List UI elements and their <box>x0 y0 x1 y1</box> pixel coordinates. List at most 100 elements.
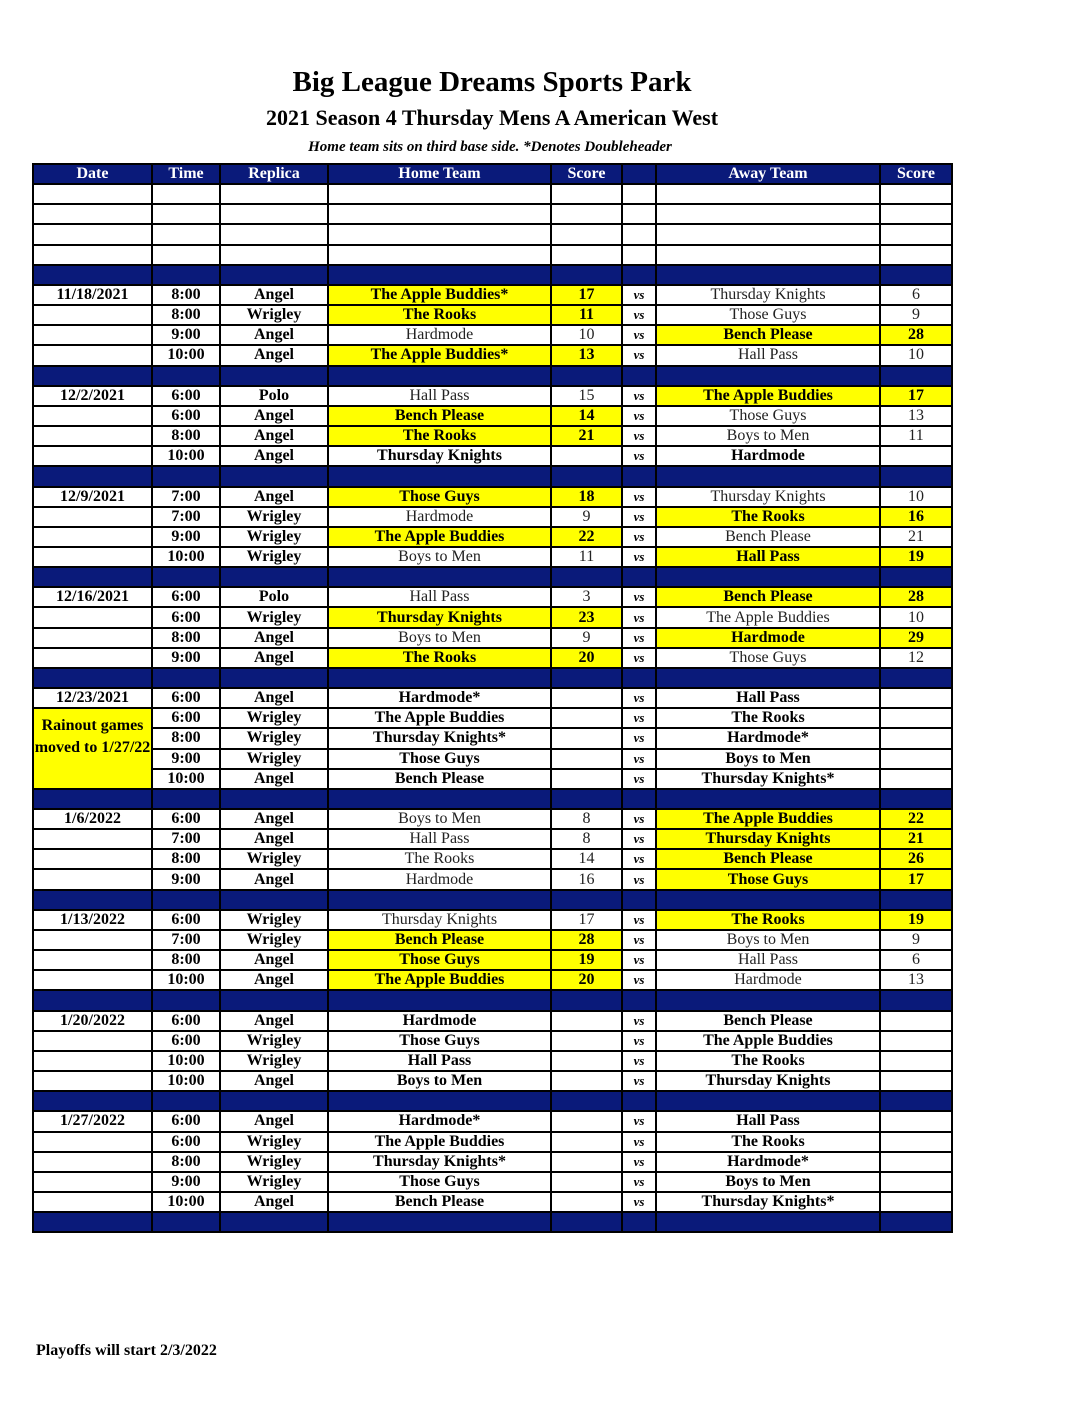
vs-cell: vs <box>621 767 657 790</box>
home-team-cell: Hardmode <box>327 505 552 528</box>
separator-row <box>32 465 953 488</box>
empty-cell <box>550 787 623 811</box>
empty-cell <box>550 263 623 286</box>
time-cell: 6:00 <box>151 606 221 629</box>
empty-cell <box>621 787 657 811</box>
away-team-cell: Boys to Men <box>655 425 881 448</box>
away-score-cell: 6 <box>879 283 953 307</box>
time-cell: 6:00 <box>151 1110 221 1133</box>
empty-cell <box>655 203 881 226</box>
replica-cell: Angel <box>219 626 329 649</box>
replica-cell: Wrigley <box>219 545 329 569</box>
replica-cell: Wrigley <box>219 1170 329 1193</box>
away-team-cell: Bench Please <box>655 1009 881 1032</box>
empty-cell <box>32 243 153 266</box>
vs-cell: vs <box>621 626 657 649</box>
home-score-cell <box>550 727 623 750</box>
replica-cell: Wrigley <box>219 848 329 871</box>
vs-cell: vs <box>621 586 657 609</box>
vs-cell: vs <box>621 1070 657 1093</box>
home-team-cell: The Apple Buddies* <box>327 344 552 367</box>
home-team-cell: The Apple Buddies <box>327 525 552 548</box>
empty-cell <box>879 465 953 488</box>
vs-cell: vs <box>621 384 657 407</box>
replica-cell: Wrigley <box>219 505 329 528</box>
vs-cell: vs <box>621 606 657 629</box>
vs-cell: vs <box>621 868 657 891</box>
away-score-cell <box>879 767 953 790</box>
empty-cell <box>219 1090 329 1113</box>
empty-cell <box>655 183 881 206</box>
home-team-cell: The Apple Buddies <box>327 707 552 730</box>
game-row: 8:00 Wrigley The Rooks 14 vs Bench Please 26 <box>32 848 953 871</box>
replica-cell: Angel <box>219 1110 329 1133</box>
away-team-cell: Thursday Knights* <box>655 1190 881 1214</box>
away-team-cell: Hall Pass <box>655 344 881 367</box>
empty-cell <box>879 566 953 589</box>
date-cell <box>32 1150 153 1173</box>
empty-cell <box>327 183 552 206</box>
date-cell <box>32 1070 153 1093</box>
away-score-cell: 10 <box>879 344 953 367</box>
game-row: 9:00 Angel Hardmode 16 vs Those Guys 17 <box>32 868 953 891</box>
time-cell: 9:00 <box>151 747 221 770</box>
empty-cell <box>327 465 552 488</box>
empty-cell <box>621 203 657 226</box>
replica-cell: Wrigley <box>219 606 329 629</box>
schedule-note: Home team sits on third base side. *Deno… <box>308 139 672 155</box>
away-team-cell: The Apple Buddies <box>655 384 881 407</box>
empty-cell <box>32 465 153 488</box>
away-team-cell: Thursday Knights <box>655 283 881 307</box>
date-cell <box>32 425 153 448</box>
away-score-cell <box>879 445 953 468</box>
away-score-cell: 10 <box>879 606 953 629</box>
replica-cell: Angel <box>219 324 329 347</box>
empty-cell <box>655 223 881 246</box>
home-score-cell: 9 <box>550 505 623 528</box>
away-score-cell: 19 <box>879 908 953 931</box>
away-score-cell: 17 <box>879 868 953 891</box>
empty-cell <box>655 263 881 286</box>
away-team-cell: Thursday Knights <box>655 828 881 851</box>
date-cell <box>32 969 153 992</box>
game-row: 10:00 Angel The Apple Buddies 20 vs Hardmode 1… <box>32 969 953 992</box>
away-score-cell: 21 <box>879 828 953 851</box>
vs-cell: vs <box>621 949 657 972</box>
empty-cell <box>32 223 153 246</box>
empty-cell <box>219 787 329 811</box>
replica-cell: Wrigley <box>219 928 329 952</box>
time-cell: 7:00 <box>151 485 221 508</box>
header-row: Date Time Replica Home Team Score Away T… <box>32 162 953 186</box>
time-cell: 7:00 <box>151 505 221 528</box>
home-score-cell: 21 <box>550 425 623 448</box>
empty-cell <box>219 364 329 387</box>
empty-cell <box>879 1211 953 1234</box>
col-home-score: Score <box>550 162 623 186</box>
home-team-cell: Boys to Men <box>327 545 552 569</box>
game-row: 12/23/2021 6:00 Angel Hardmode* vs Hall Pass <box>32 687 953 710</box>
time-cell: 8:00 <box>151 848 221 871</box>
home-score-cell: 11 <box>550 304 623 327</box>
replica-cell: Polo <box>219 586 329 609</box>
home-team-cell: Bench Please <box>327 404 552 428</box>
time-cell: 8:00 <box>151 626 221 649</box>
empty-cell <box>327 1211 552 1234</box>
empty-cell <box>32 183 153 206</box>
replica-cell: Wrigley <box>219 1130 329 1153</box>
away-team-cell: Hardmode <box>655 445 881 468</box>
empty-cell <box>621 1090 657 1113</box>
home-score-cell <box>550 1170 623 1193</box>
time-cell: 9:00 <box>151 324 221 347</box>
away-team-cell: The Rooks <box>655 505 881 528</box>
empty-cell <box>151 183 221 206</box>
date-cell: 12/23/2021 <box>32 687 153 710</box>
empty-cell <box>550 243 623 266</box>
home-team-cell: Hardmode* <box>327 1110 552 1133</box>
home-score-cell: 16 <box>550 868 623 891</box>
date-cell <box>32 848 153 871</box>
home-team-cell: Hall Pass <box>327 828 552 851</box>
empty-cell <box>151 989 221 1012</box>
game-row: 7:00 Wrigley Hardmode 9 vs The Rooks 16 <box>32 505 953 528</box>
replica-cell: Angel <box>219 344 329 367</box>
game-row: 7:00 Angel Hall Pass 8 vs Thursday Knights 21 <box>32 828 953 851</box>
